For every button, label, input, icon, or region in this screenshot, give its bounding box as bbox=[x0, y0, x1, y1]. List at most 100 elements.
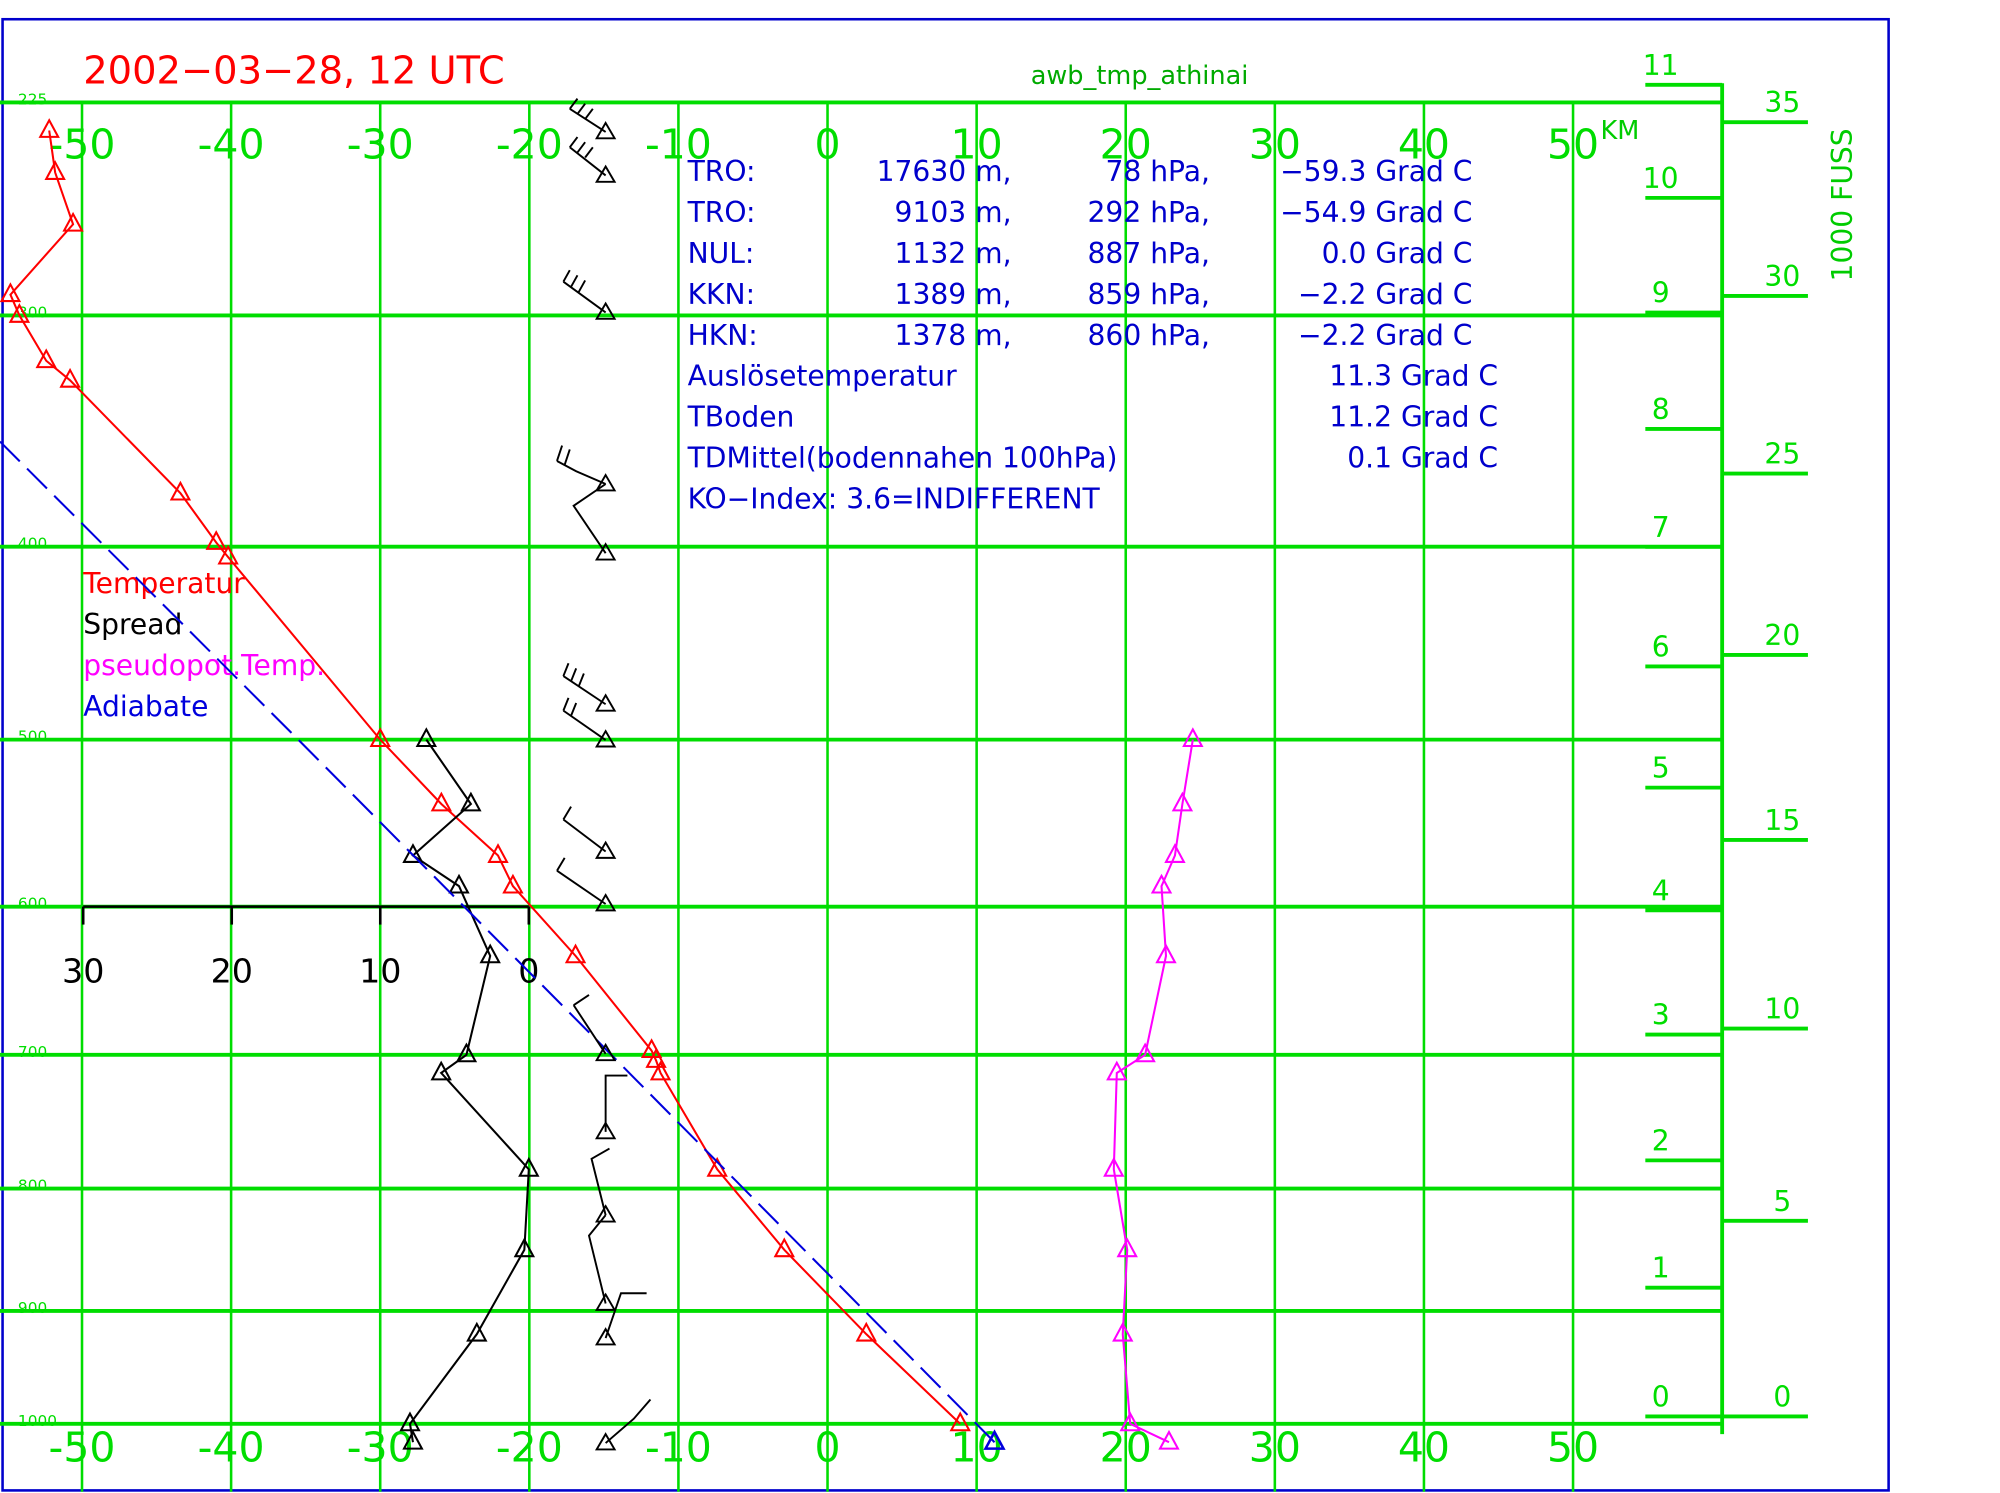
annotation: 9103 m, bbox=[895, 196, 1012, 229]
data-point bbox=[773, 1237, 795, 1258]
legend-entry: pseudopot.Temp. bbox=[83, 649, 325, 682]
km-tick-label: 1 bbox=[1652, 1252, 1670, 1285]
annotation: 0.0 Grad C bbox=[1322, 237, 1473, 270]
annotation: HKN: bbox=[688, 319, 758, 352]
km-tick-label: 7 bbox=[1652, 511, 1670, 544]
y-tick-label: 1000 bbox=[18, 1412, 57, 1430]
annotation: KKN: bbox=[688, 278, 755, 311]
data-point bbox=[8, 303, 31, 323]
annotation: KO−Index: 3.6=INDIFFERENT bbox=[688, 483, 1101, 516]
spread-tick-label: 30 bbox=[62, 952, 104, 991]
legend-entry: Spread bbox=[83, 608, 182, 641]
data-point bbox=[369, 727, 391, 748]
y-tick-label: 600 bbox=[18, 895, 47, 913]
data-point bbox=[649, 1060, 672, 1081]
wind-barb bbox=[562, 662, 607, 741]
annotation: TRO: bbox=[687, 196, 756, 229]
wind-barb bbox=[569, 98, 607, 177]
wind-barbs bbox=[556, 98, 652, 1451]
data-point bbox=[217, 544, 239, 565]
x-tick-label: 10 bbox=[951, 120, 1003, 168]
annotation: TRO: bbox=[687, 155, 756, 188]
series-line bbox=[9, 130, 961, 1425]
data-point bbox=[949, 1411, 971, 1432]
x-tick-label: -50 bbox=[49, 1424, 116, 1472]
data-point bbox=[1103, 1156, 1125, 1177]
data-point bbox=[460, 791, 482, 812]
km-tick-label: 5 bbox=[1652, 752, 1670, 785]
data-point bbox=[1158, 1429, 1180, 1450]
annotation: −2.2 Grad C bbox=[1298, 319, 1472, 352]
km-tick-label: 0 bbox=[1652, 1380, 1670, 1413]
series-line bbox=[0, 440, 996, 1443]
wind-marker bbox=[594, 121, 617, 1451]
data-point bbox=[1155, 943, 1177, 964]
annotation: 1132 m, bbox=[895, 237, 1012, 270]
annotation: 0.1 Grad C bbox=[1347, 442, 1498, 475]
spread-tick-label: 10 bbox=[359, 952, 401, 991]
x-tick-label: 30 bbox=[1249, 120, 1301, 168]
x-tick-label: 0 bbox=[814, 1424, 840, 1472]
x-tick-label: 0 bbox=[814, 120, 840, 168]
wind-barb bbox=[572, 994, 652, 1444]
plot-area: 30 20 10 0 Temperatur Spread pseudopot.Temp. Ad… bbox=[0, 118, 1498, 1450]
x-tick-label: -10 bbox=[645, 1424, 712, 1472]
x-tick-label: -30 bbox=[347, 120, 414, 168]
km-tick-label: 4 bbox=[1652, 874, 1670, 907]
data-point bbox=[564, 943, 587, 964]
spread-tick-label: 20 bbox=[211, 952, 253, 991]
annotation: 11.3 Grad C bbox=[1329, 360, 1498, 393]
y-tick-label: 700 bbox=[18, 1043, 47, 1061]
wind-barb bbox=[562, 269, 607, 314]
data-point bbox=[44, 160, 66, 180]
chart-title: 2002−03−28, 12 UTC bbox=[83, 49, 504, 94]
data-point bbox=[415, 727, 438, 748]
data-point bbox=[402, 1429, 424, 1450]
chart-subtitle: awb_tmp_athinai bbox=[1031, 61, 1249, 91]
kft-tick-label: 35 bbox=[1764, 86, 1800, 119]
data-point bbox=[430, 1060, 452, 1081]
x-tick-label: 30 bbox=[1249, 1424, 1301, 1472]
annotation: 292 hPa, bbox=[1088, 196, 1210, 229]
kft-axis-label: 1000 FUSS bbox=[1826, 128, 1859, 281]
x-tick-label: 20 bbox=[1100, 1424, 1152, 1472]
data-point bbox=[502, 873, 524, 894]
x-tick-label: -30 bbox=[347, 1424, 414, 1472]
data-point bbox=[399, 1411, 421, 1432]
data-point bbox=[983, 1429, 1006, 1450]
data-point bbox=[1164, 843, 1186, 863]
kft-tick-label: 20 bbox=[1764, 619, 1800, 652]
x-tick-label: -20 bbox=[496, 1424, 563, 1472]
data-point bbox=[487, 843, 509, 863]
annotation: 860 hPa, bbox=[1088, 319, 1210, 352]
km-tick-label: 10 bbox=[1643, 162, 1679, 195]
annotation: 887 hPa, bbox=[1088, 237, 1210, 270]
data-point bbox=[1112, 1321, 1134, 1342]
annotation: Auslösetemperatur bbox=[688, 360, 958, 393]
annotation: −2.2 Grad C bbox=[1298, 278, 1472, 311]
x-tick-label: -40 bbox=[198, 120, 265, 168]
wind-markers bbox=[594, 121, 617, 1451]
data-point bbox=[645, 1048, 667, 1068]
annotation: TBoden bbox=[687, 401, 795, 434]
data-point bbox=[513, 1237, 536, 1258]
y-tick-label: 225 bbox=[18, 90, 47, 108]
data-point bbox=[1182, 727, 1204, 748]
annotation: TDMittel(bodennahen 100hPa) bbox=[687, 442, 1118, 475]
x-tick-label: -10 bbox=[645, 120, 712, 168]
legend-entry: Adiabate bbox=[83, 690, 208, 723]
annotation: −54.9 Grad C bbox=[1280, 196, 1472, 229]
x-tick-label: -20 bbox=[496, 120, 563, 168]
wind-barb bbox=[556, 445, 607, 554]
data-point bbox=[1106, 1060, 1128, 1081]
kft-tick-label: 30 bbox=[1764, 260, 1800, 293]
data-point bbox=[35, 348, 57, 369]
x-tick-label: -40 bbox=[198, 1424, 265, 1472]
km-tick-label: 8 bbox=[1652, 393, 1670, 426]
kft-tick-label: 10 bbox=[1764, 993, 1800, 1026]
data-point bbox=[855, 1321, 877, 1342]
data-point bbox=[62, 211, 84, 232]
data-point bbox=[518, 1156, 540, 1177]
annotation: 859 hPa, bbox=[1088, 278, 1210, 311]
